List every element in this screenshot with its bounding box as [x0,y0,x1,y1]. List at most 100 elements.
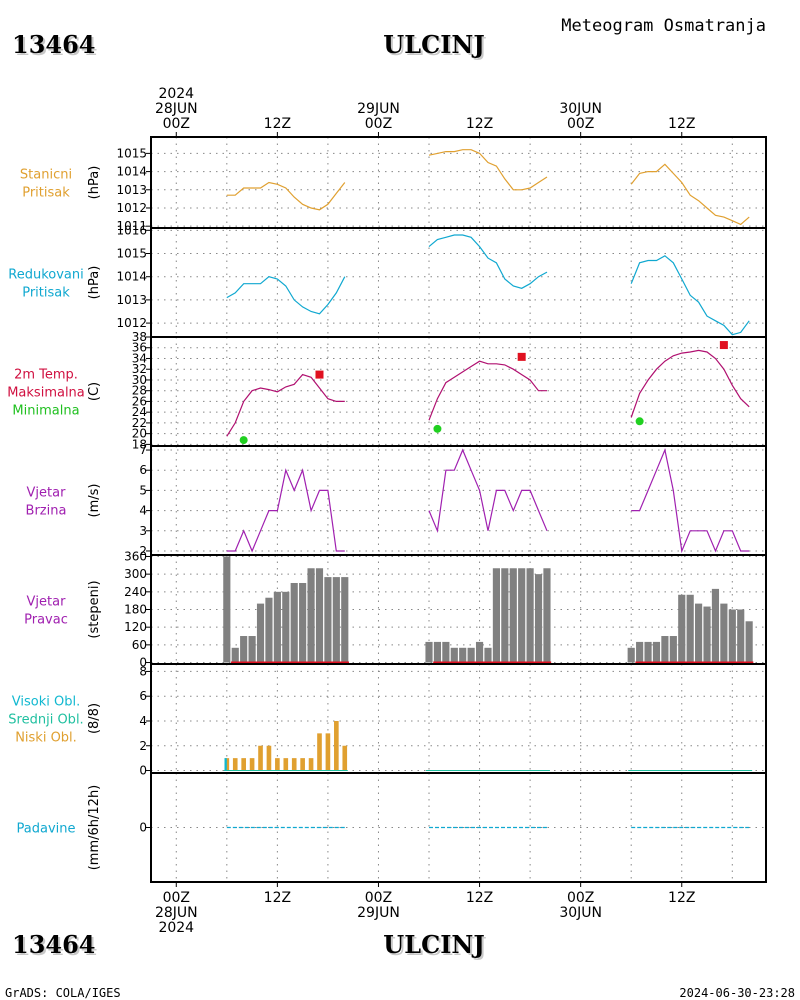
y-tick-label: 5 [139,483,147,497]
panel-stanicni: Stanicni Pritisak (hPa) 1011 1012 1013 1014 101… [20,137,766,233]
y-tick-label: 18 [132,437,147,451]
y-tick-label: 6 [139,689,147,703]
wind-dir-bar [307,568,315,663]
time-label-top: 00Z [163,116,190,132]
time-label-bottom: 29JUN [357,905,400,921]
low-cloud-bar [266,745,272,771]
y-tick-label: 34 [132,351,147,365]
series-line-redukovani-2 [630,255,750,336]
wind-dir-bar [652,641,661,663]
wind-dir-bar [737,609,745,663]
panel-label-pravac-1: Pravac [24,613,68,628]
y-tick-label: 1016 [116,223,147,237]
y-tick-label: 38 [132,330,147,344]
tmax-marker [315,370,324,379]
wind-dir-bar [450,647,458,663]
y-tick-label: 20 [132,427,147,441]
series-line-temp-1 [428,360,547,421]
series-line-wind-0 [226,468,345,553]
wind-dir-bar [534,574,543,663]
tmax-marker [719,341,728,350]
chart-frame [150,136,767,883]
low-cloud-bar [325,733,331,771]
panel-label-redukovani-1: Pritisak [22,286,70,301]
y-tick-label: 28 [132,384,147,398]
time-label-bottom: 00Z [567,890,594,906]
y-tick-label: 1013 [116,293,147,307]
wind-dir-bar [290,582,298,663]
unit-label-stanicni: (hPa) [87,166,102,200]
panel-label-temp-0: 2m Temp. [14,368,78,383]
station-name-top: ULCINJ [383,30,484,59]
tmin-marker [433,424,442,433]
panel-label-redukovani-0: Redukovani [8,268,83,283]
wind-dir-bar [459,647,467,663]
wind-dir-bar [728,609,736,663]
wind-dir-bar [223,556,231,663]
unit-label-pravac: (stepeni) [87,580,102,638]
panel-pravac: Vjetar Pravac (stepeni) 0 60 120 180 240 300 360 [24,549,766,670]
panels-group: Stanicni Pritisak (hPa) 1011 1012 1013 1014 101… [7,136,767,883]
panel-label-oblaci-1: Srednji Obl. [8,713,83,728]
y-tick-label: 7 [139,443,147,457]
wind-dir-bar [475,641,484,663]
time-label-top: 12Z [264,116,291,132]
time-label-bottom: 30JUN [559,905,602,921]
y-tick-label: 1015 [116,247,147,261]
y-tick-label: 1015 [116,146,147,160]
unit-label-brzina: (m/s) [87,484,102,518]
wind-dir-bar [433,641,442,663]
panel-label-brzina-0: Vjetar [27,486,67,501]
time-label-bottom: 12Z [264,890,291,906]
time-label-top: 00Z [567,116,594,132]
series-line-redukovani-1 [428,234,548,289]
wind-dir-bar [661,636,669,663]
low-cloud-bar [300,758,305,771]
wind-dir-bar [518,568,526,663]
station-name-bottom: ULCINJ [383,930,484,959]
series-line-redukovani-0 [226,276,346,315]
tmin-marker [635,417,644,426]
wind-dir-bar [543,568,551,663]
panel-label-stanicni-0: Stanicni [20,168,72,183]
series-line-temp-0 [226,373,345,437]
unit-label-padavine: (mm/6h/12h) [87,785,102,871]
time-label-bottom: 12Z [668,890,695,906]
tmin-marker [239,436,248,445]
y-tick-label: 26 [132,394,147,408]
unit-label-oblaci: (8/8) [87,703,102,734]
y-tick-label: 360 [124,549,147,563]
y-tick-label: 0 [139,656,147,670]
y-tick-label: 1011 [116,219,147,233]
wind-dir-bar [703,606,711,663]
time-label-top: 00Z [365,116,392,132]
wind-dir-bar [678,594,686,663]
y-tick-label: 22 [132,416,147,430]
panel-label-pravac-0: Vjetar [27,595,67,610]
low-cloud-bar [241,758,246,771]
time-label-top: 2024 [158,86,194,102]
wind-dir-bar [315,568,324,663]
station-id-bottom: 13464 [12,930,96,959]
series-line-wind-2 [631,447,750,554]
time-label-top: 29JUN [357,101,400,117]
wind-dir-bar [669,636,677,663]
wind-dir-bar [745,621,753,663]
wind-dir-bar [442,641,450,663]
wind-dir-bar [282,591,290,663]
wind-dir-bar [644,641,652,663]
low-cloud-bar [275,758,280,771]
station-id-shadow: 13464 [14,32,98,61]
y-tick-label: 6 [139,463,147,477]
time-label-bottom: 2024 [158,920,194,936]
unit-label-redukovani: (hPa) [87,266,102,300]
y-tick-label: 1013 [116,183,147,197]
time-label-top: 30JUN [559,101,602,117]
wind-dir-bar [256,603,265,663]
y-tick-label: 0 [139,764,147,778]
wind-dir-bar [240,636,248,663]
wind-dir-bar [332,577,340,663]
y-tick-label: 1012 [116,316,147,330]
wind-dir-bar [324,577,332,663]
